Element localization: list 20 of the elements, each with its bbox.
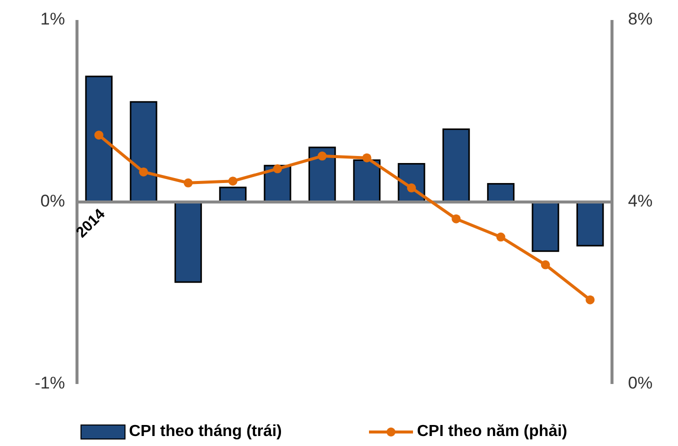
point <box>406 183 416 192</box>
point <box>273 164 282 174</box>
point <box>540 260 550 270</box>
point <box>94 130 104 140</box>
y2-tick-label: 8% <box>628 9 653 28</box>
legend-label: CPI theo tháng (trái) <box>129 423 282 440</box>
point <box>139 167 148 176</box>
legend-label: CPI theo năm (phải) <box>417 423 568 440</box>
y-tick-label: 1% <box>40 9 65 28</box>
point <box>184 178 193 188</box>
point <box>586 295 595 304</box>
point <box>228 176 238 186</box>
y2-tick-label: 0% <box>628 373 653 392</box>
y-tick-label: 0% <box>40 191 65 210</box>
point <box>496 232 506 242</box>
point <box>452 214 461 224</box>
y-tick-label: -1% <box>34 373 65 392</box>
y2-tick-label: 4% <box>628 191 653 210</box>
point <box>362 153 372 162</box>
point <box>318 152 327 161</box>
